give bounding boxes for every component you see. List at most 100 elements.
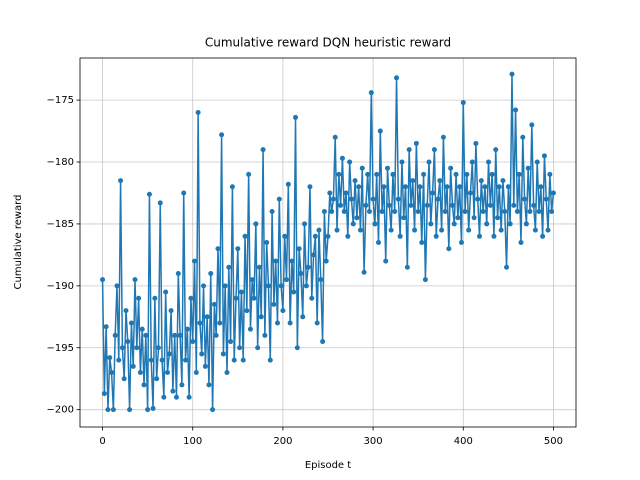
data-point	[339, 155, 345, 161]
data-point	[383, 258, 389, 264]
data-point	[186, 394, 192, 400]
data-point	[345, 233, 351, 239]
data-point	[145, 407, 151, 413]
data-point	[233, 295, 239, 301]
data-point	[491, 233, 497, 239]
data-point	[412, 227, 418, 233]
data-point	[237, 345, 243, 351]
data-point	[330, 196, 336, 202]
data-point	[531, 202, 537, 208]
data-point	[303, 283, 309, 289]
x-tick-label: 0	[99, 436, 105, 447]
data-point	[293, 114, 299, 120]
data-point	[404, 264, 410, 270]
data-point	[545, 227, 551, 233]
data-point	[305, 264, 311, 270]
data-point	[426, 159, 432, 165]
data-point	[376, 240, 382, 245]
data-point	[422, 277, 428, 283]
data-point	[523, 221, 529, 227]
data-point	[415, 209, 421, 215]
data-point	[201, 283, 207, 289]
data-point	[215, 246, 221, 252]
data-point	[123, 308, 129, 314]
data-point	[453, 171, 459, 177]
data-point	[271, 301, 277, 307]
data-point	[276, 196, 282, 202]
data-point	[467, 190, 473, 196]
data-point	[527, 209, 533, 215]
data-point	[195, 109, 201, 115]
data-point	[136, 295, 142, 301]
data-point	[498, 227, 504, 233]
data-point	[246, 171, 252, 177]
data-point	[141, 382, 147, 388]
data-point	[419, 240, 425, 245]
data-point	[538, 184, 544, 190]
data-point	[516, 171, 522, 177]
data-point	[235, 246, 241, 252]
data-point	[348, 196, 354, 202]
data-point	[495, 215, 501, 221]
data-point	[100, 277, 106, 283]
data-point	[424, 202, 430, 208]
data-point	[132, 277, 138, 283]
data-point	[444, 184, 450, 190]
data-point	[513, 107, 519, 113]
data-point	[536, 209, 542, 215]
data-point	[284, 277, 290, 283]
data-point	[457, 184, 463, 190]
data-point	[188, 295, 194, 301]
data-point	[520, 134, 526, 140]
data-point	[121, 376, 127, 382]
data-point	[220, 351, 226, 357]
data-point	[127, 407, 133, 413]
data-point	[430, 190, 436, 196]
data-point	[332, 134, 338, 140]
data-point	[143, 332, 149, 338]
data-point	[256, 264, 262, 270]
data-point	[507, 221, 513, 227]
data-point	[105, 407, 111, 413]
data-point	[190, 339, 196, 345]
data-point	[184, 326, 190, 332]
data-point	[107, 355, 113, 361]
data-point	[112, 332, 118, 338]
data-point	[341, 209, 347, 215]
data-point	[291, 289, 297, 295]
data-point	[110, 407, 116, 413]
data-point	[471, 215, 477, 221]
data-point	[298, 270, 304, 276]
data-point	[183, 357, 189, 363]
data-point	[258, 314, 264, 320]
data-point	[168, 308, 174, 314]
x-tick-label: 500	[544, 436, 563, 447]
data-point	[484, 221, 490, 227]
data-point	[532, 227, 538, 233]
data-point	[285, 181, 291, 187]
data-point	[372, 221, 378, 227]
data-point	[240, 357, 246, 363]
data-point	[287, 320, 293, 326]
y-tick-label: −190	[47, 281, 74, 292]
data-point	[370, 196, 376, 202]
data-point	[379, 209, 385, 215]
data-point	[109, 370, 115, 376]
data-point	[157, 200, 163, 206]
data-point	[273, 258, 279, 264]
data-point	[229, 184, 235, 190]
data-point	[460, 100, 466, 106]
data-point	[294, 345, 300, 351]
data-point	[242, 233, 248, 239]
data-point	[399, 159, 405, 165]
data-point	[458, 240, 464, 245]
data-point	[433, 233, 439, 239]
data-point	[487, 202, 493, 208]
data-point	[249, 277, 255, 283]
data-point	[511, 202, 517, 208]
plot-frame	[79, 57, 577, 428]
data-point	[357, 227, 363, 233]
data-point	[274, 320, 280, 326]
data-point	[197, 320, 203, 326]
data-point	[486, 159, 492, 165]
